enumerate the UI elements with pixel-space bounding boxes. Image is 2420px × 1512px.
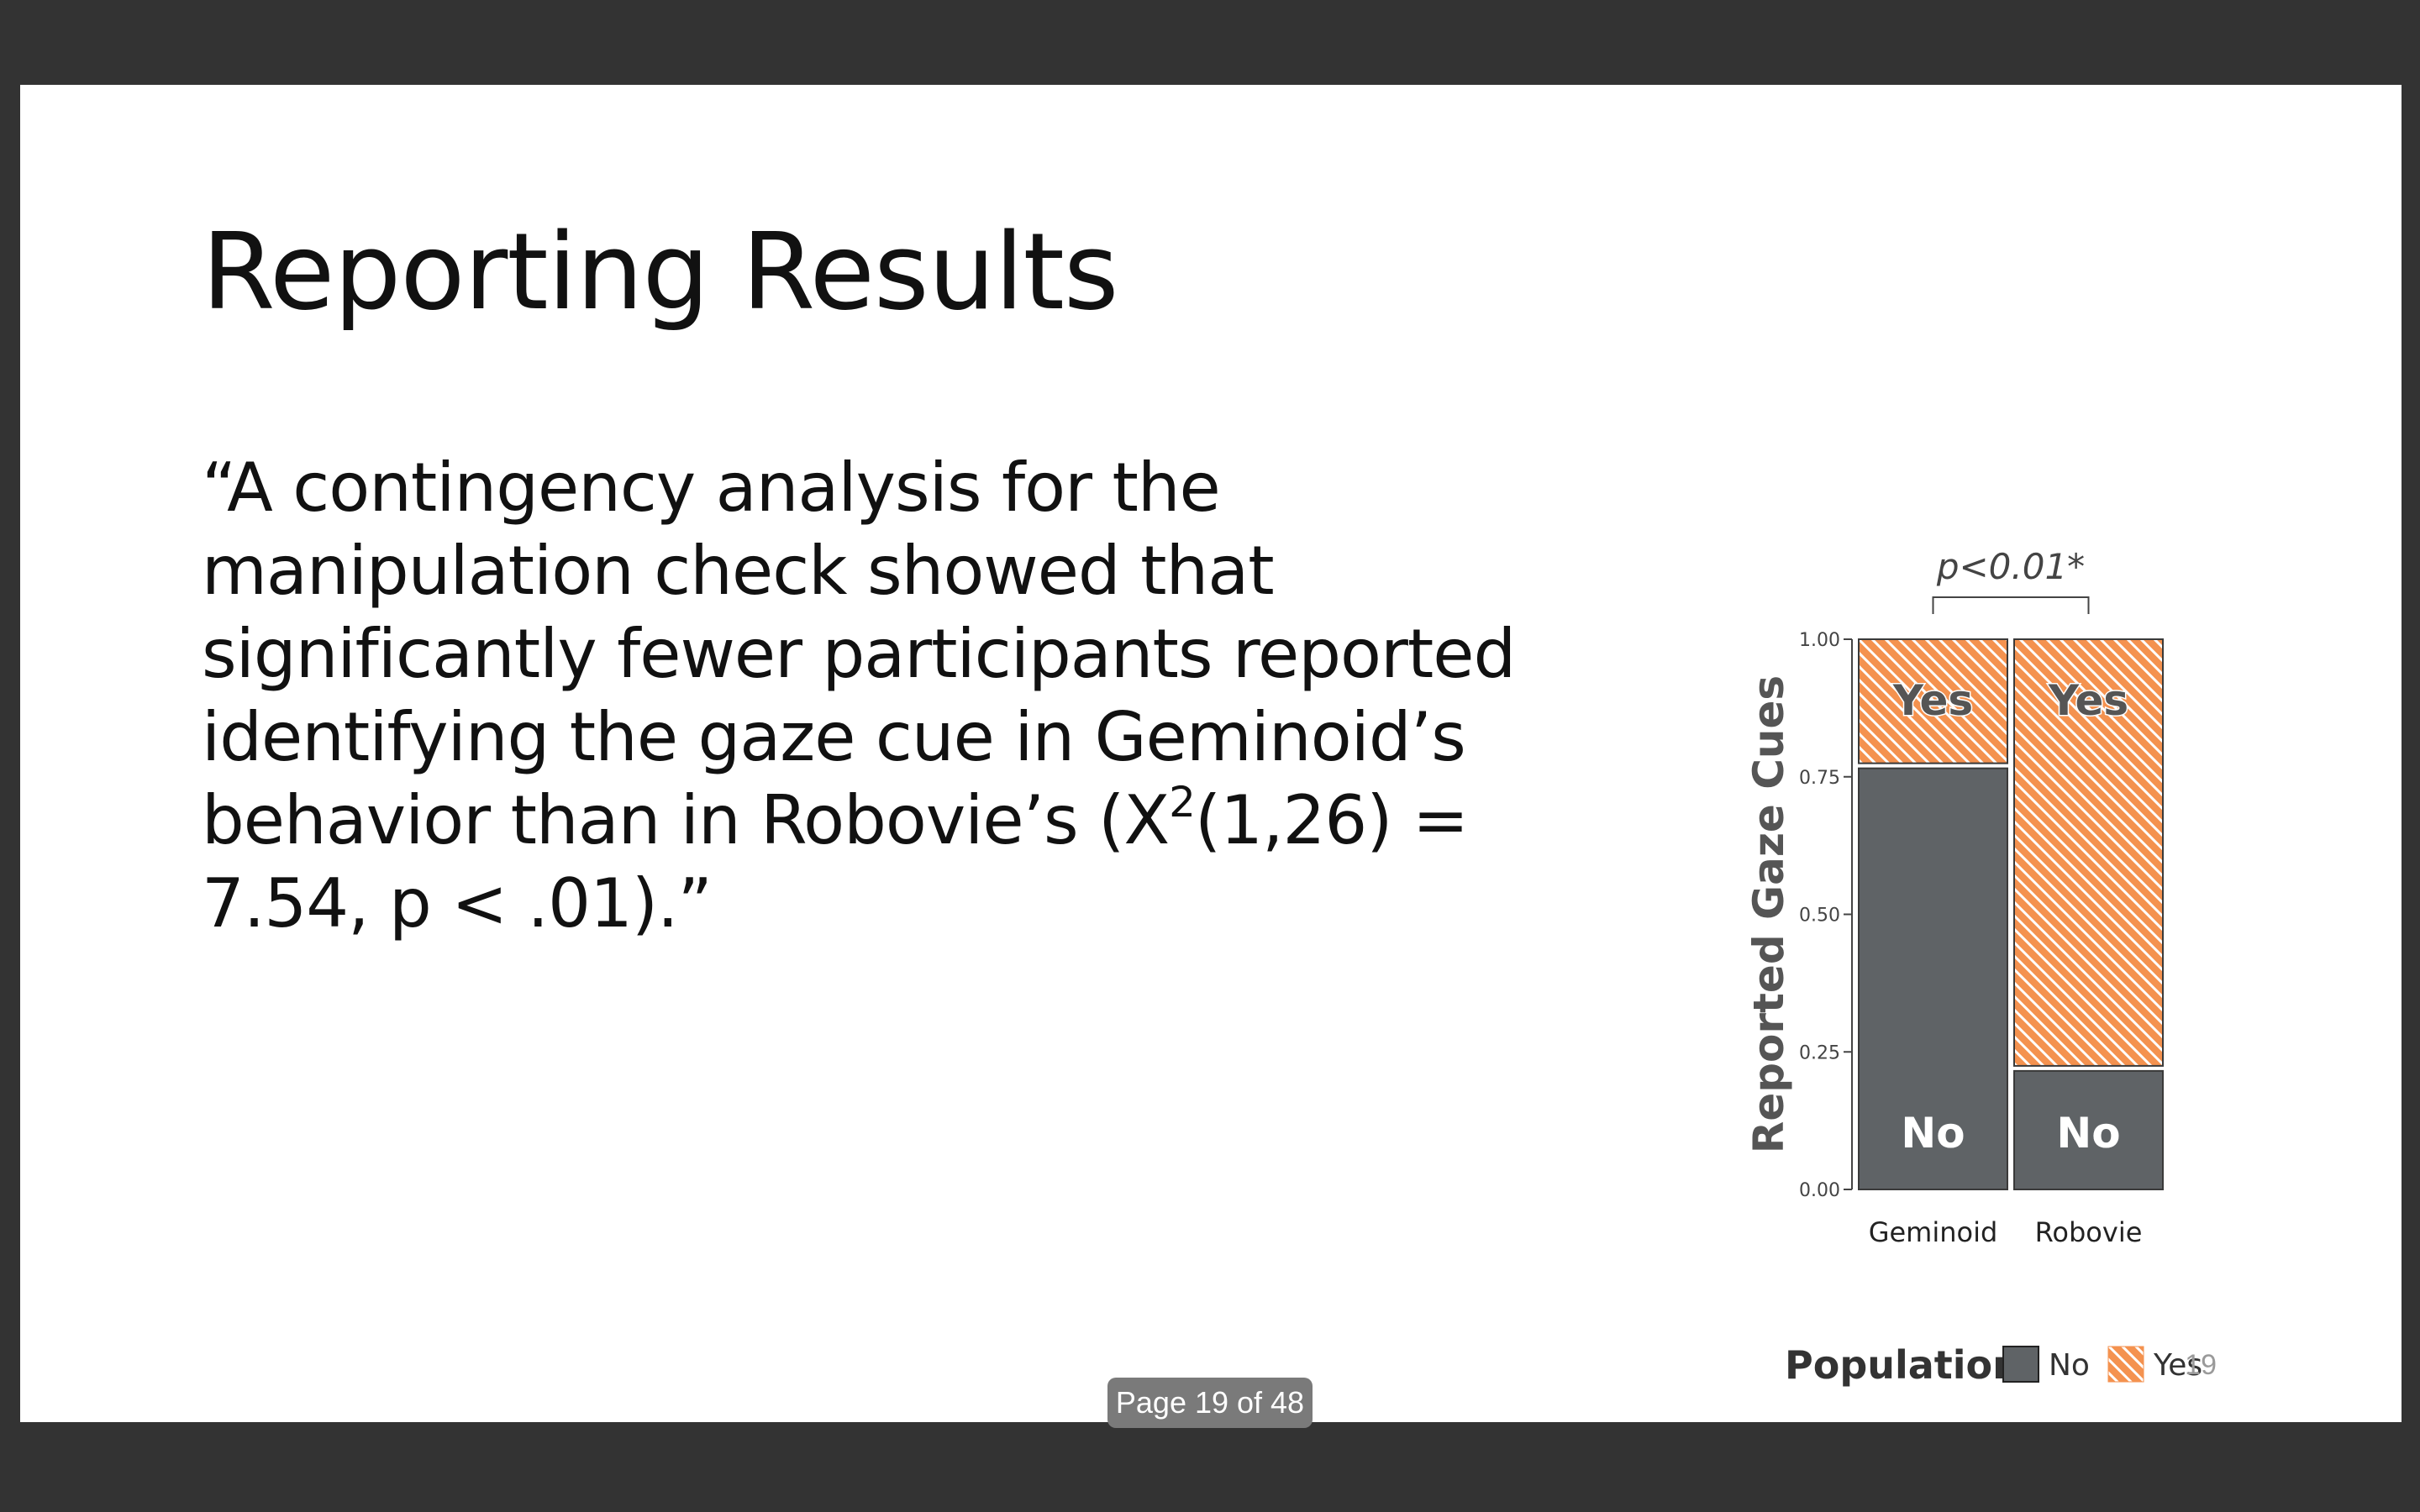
legend-label-no: No (2049, 1348, 2090, 1383)
slide-page: Reporting Results “A contingency analysi… (20, 85, 2402, 1422)
legend-label-yes: Yes (2153, 1348, 2202, 1383)
quote-superscript: 2 (1169, 778, 1196, 827)
y-tick-label: 1.00 (1799, 630, 1840, 651)
bar-label-no-robovie: No (2056, 1109, 2120, 1158)
significance-bracket (1932, 596, 2090, 614)
y-tick-label: 0.50 (1799, 906, 1840, 927)
bar-label-no-geminoid: No (1901, 1109, 1965, 1158)
mosaic-chart: 0.00 0.25 0.50 0.75 1.00 Reported Gaze Cues No… (1744, 546, 2202, 1388)
bar-label-yes-geminoid: Yes (1892, 676, 1973, 725)
quote-text-part2: (1,26) = 7.54, p < .01).” (202, 781, 1469, 942)
x-tick-label-robovie: Robovie (2035, 1216, 2143, 1248)
bar-yes-geminoid (1858, 638, 2008, 764)
x-tick-label-geminoid: Geminoid (1869, 1216, 1998, 1248)
slide-title: Reporting Results (202, 210, 1119, 333)
significance-annotation: p<0.01* (1936, 546, 2085, 587)
y-axis-label: Reported Gaze Cues (1744, 675, 1793, 1153)
legend-title: Population (1785, 1342, 2020, 1388)
y-tick-label: 0.25 (1799, 1042, 1840, 1063)
quote-text: “A contingency analysis for the manipula… (202, 446, 1630, 945)
y-tick-label: 0.75 (1799, 768, 1840, 789)
legend-swatch-no (2002, 1346, 2039, 1383)
bar-no-geminoid (1858, 767, 2008, 1190)
legend-swatch-yes (2107, 1346, 2144, 1383)
slide-page-number: 19 (2185, 1349, 2217, 1381)
y-tick-label: 0.00 (1799, 1180, 1840, 1201)
page-indicator: Page 19 of 48 (1107, 1378, 1313, 1428)
bar-yes-robovie (2013, 638, 2164, 1067)
bar-no-robovie (2013, 1069, 2164, 1191)
quote-text-part1: “A contingency analysis for the manipula… (202, 449, 1516, 859)
bar-label-yes-robovie: Yes (2048, 676, 2128, 725)
